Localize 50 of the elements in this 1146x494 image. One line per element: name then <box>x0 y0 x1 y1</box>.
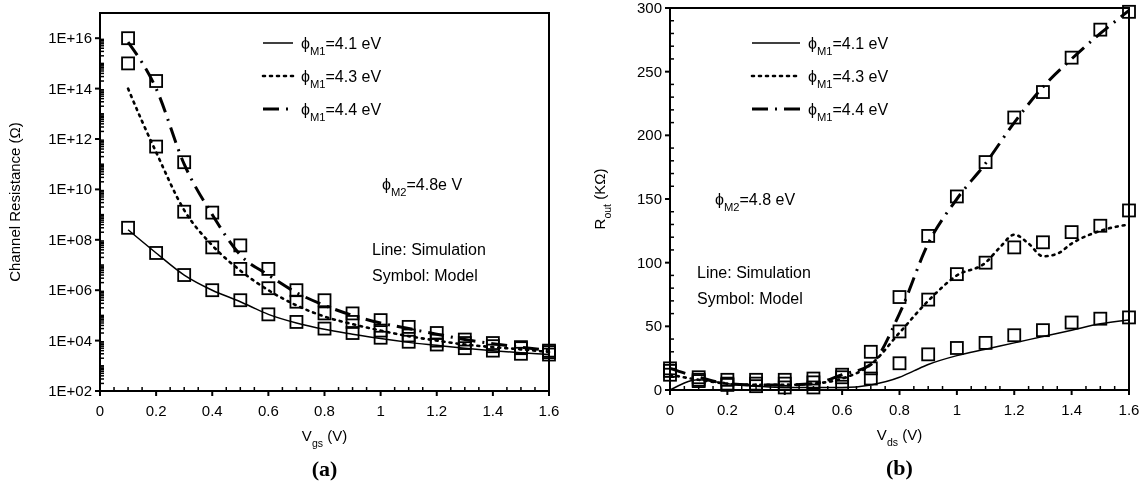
annotation: ϕ$_{M2}$=4.8e V <box>382 176 463 198</box>
x-tick-label: 0 <box>665 401 675 418</box>
x-tick-label: 0.8 <box>889 401 910 418</box>
y-tick-label: 1E+06 <box>48 281 92 299</box>
legend-label: ϕ$_{M1}$=4.4 eV <box>301 101 382 123</box>
x-tick-label: 0.8 <box>314 402 335 419</box>
y-tick-label: 300 <box>636 0 662 16</box>
x-tick-label: 1.2 <box>426 402 448 419</box>
annotation: Symbol: Model <box>697 290 803 307</box>
x-tick-label: 1 <box>376 402 385 419</box>
x-tick-label: 0.2 <box>145 402 167 419</box>
y-axis-title: Channel Resistance (Ω) <box>6 122 23 282</box>
x-tick-label: 0.6 <box>257 402 279 419</box>
annotation: Line: Simulation <box>697 264 811 281</box>
x-tick-label: 0 <box>95 402 105 419</box>
y-tick-label: 1E+16 <box>48 29 92 47</box>
x-tick-label: 1.4 <box>482 402 504 419</box>
x-tick-label: 0.2 <box>716 401 738 418</box>
x-tick-label: 1.2 <box>1003 401 1025 418</box>
y-tick-label: 150 <box>636 190 662 207</box>
legend-label: ϕ$_{M1}$=4.3 eV <box>808 68 889 90</box>
y-tick-label: 1E+14 <box>48 79 92 97</box>
annotation: ϕ$_{M2}$=4.8 eV <box>715 191 796 213</box>
y-tick-label: 1E+12 <box>48 130 92 147</box>
annotation: Line: Simulation <box>372 241 486 258</box>
x-tick-label: 1.4 <box>1061 401 1083 418</box>
x-tick-label: 1.6 <box>1118 401 1140 418</box>
y-tick-label: 250 <box>636 62 662 80</box>
text: (a) <box>311 456 338 481</box>
legend-label: ϕ$_{M1}$=4.1 eV <box>301 35 382 57</box>
legend-label: ϕ$_{M1}$=4.3 eV <box>301 68 382 90</box>
x-axis-title: V$_{ds}$ (V) <box>876 426 923 448</box>
y-tick-label: 50 <box>645 317 662 335</box>
y-tick-label: 1E+04 <box>48 331 92 349</box>
y-tick-label: 1E+10 <box>48 180 92 198</box>
x-tick-label: 1 <box>952 401 962 418</box>
y-tick-label: 200 <box>636 126 662 144</box>
x-tick-label: 0.6 <box>831 401 853 418</box>
x-axis-title: V$_{gs}$ (V) <box>301 427 348 449</box>
annotation: Symbol: Model <box>372 267 478 284</box>
text: (b) <box>886 455 913 480</box>
y-tick-label: 1E+08 <box>48 230 92 248</box>
x-tick-label: 1.6 <box>538 402 560 419</box>
legend-label: ϕ$_{M1}$=4.1 eV <box>808 35 889 57</box>
x-tick-label: 0.4 <box>201 402 223 419</box>
legend-label: ϕ$_{M1}$=4.4 eV <box>808 101 889 123</box>
y-tick-label: 100 <box>636 253 662 271</box>
x-tick-label: 0.4 <box>774 401 796 418</box>
y-tick-label: 0 <box>653 381 662 398</box>
y-tick-label: 1E+02 <box>48 382 92 399</box>
